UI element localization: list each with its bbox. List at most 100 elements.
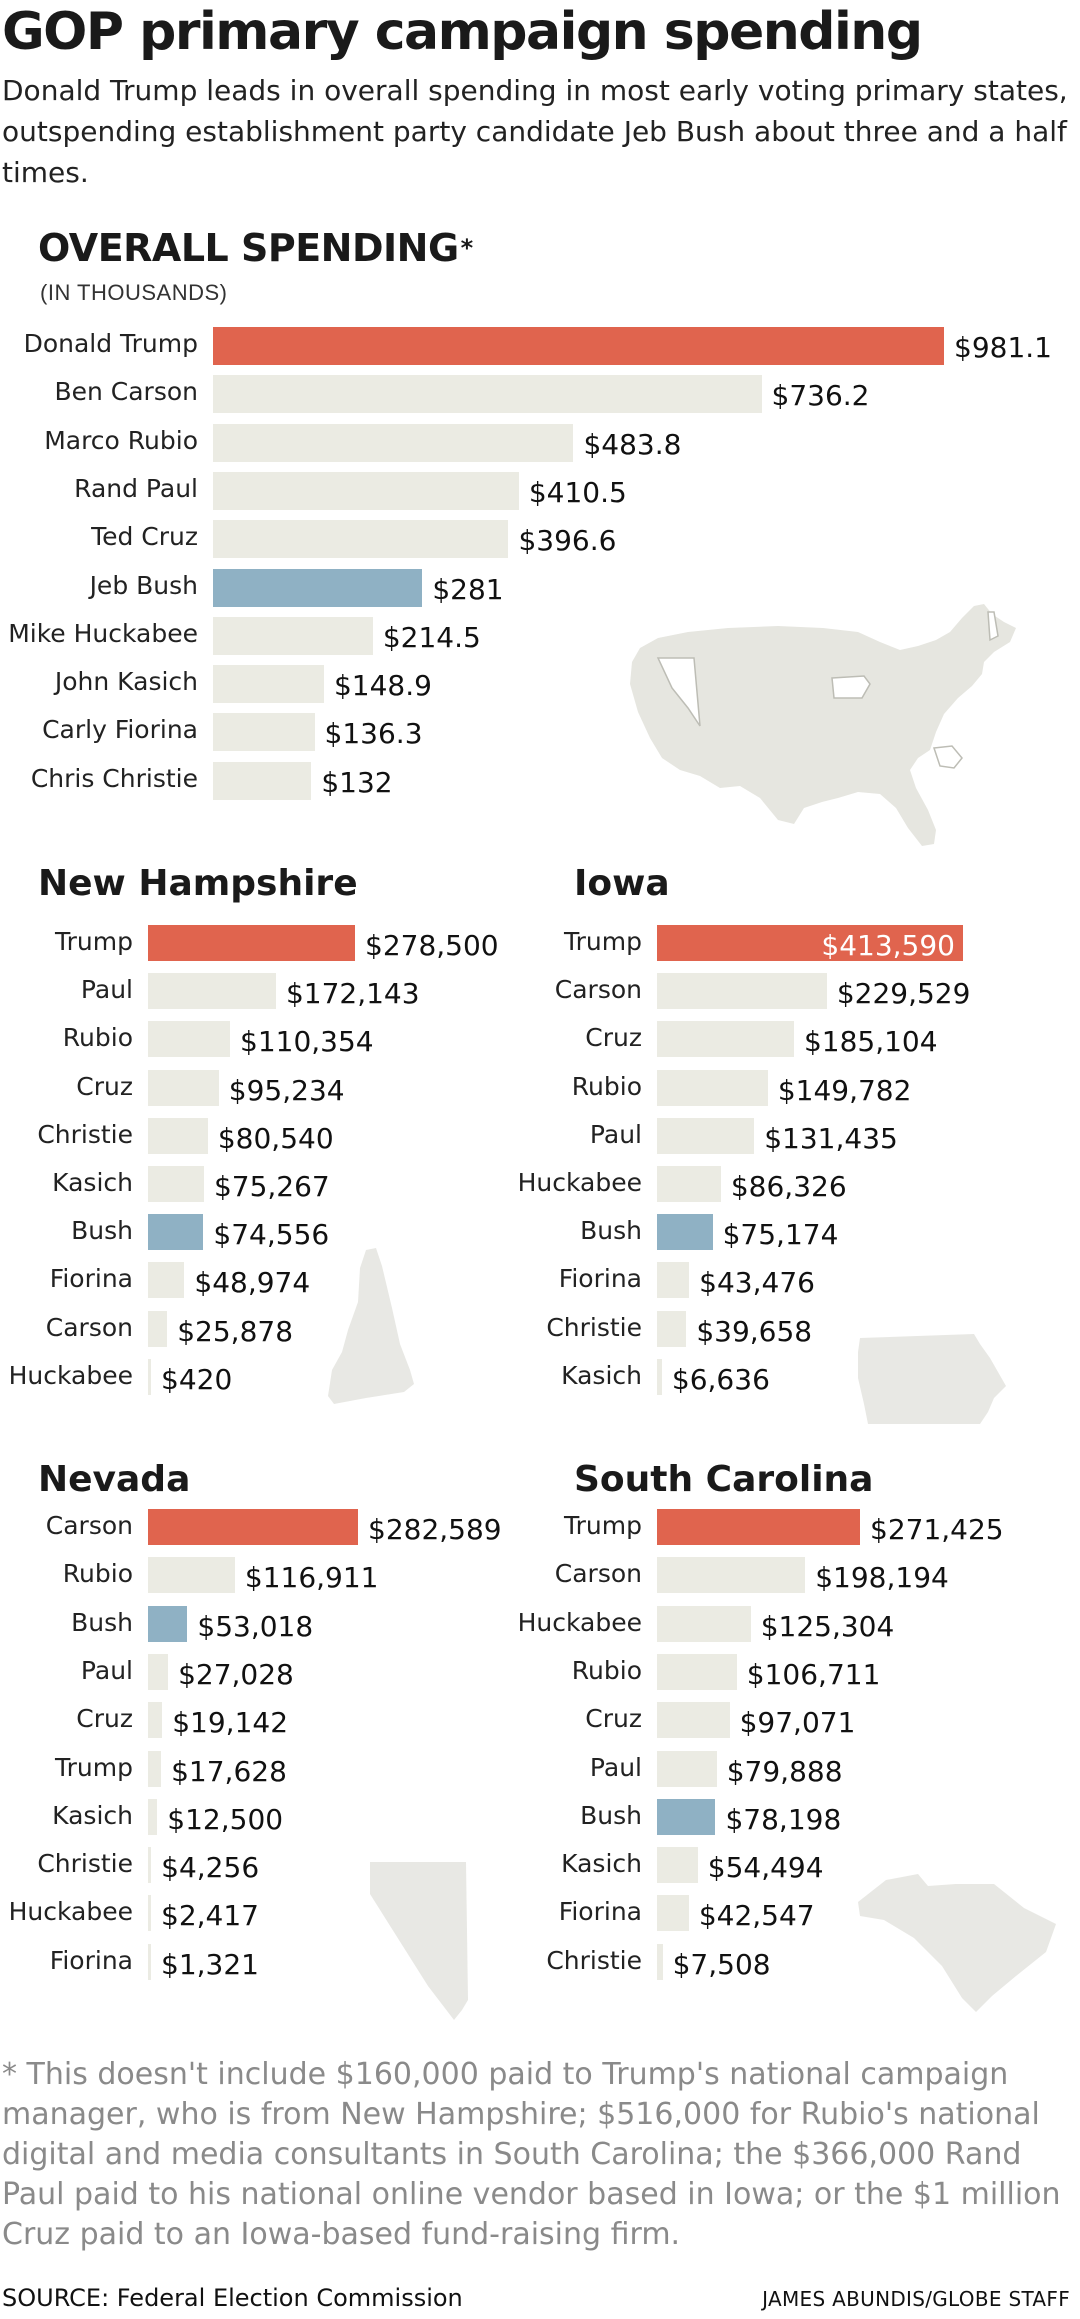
nh-label-bush: Bush <box>71 1216 133 1246</box>
overall-label-ben-carson: Ben Carson <box>54 377 198 407</box>
iowa-bar-rubio <box>657 1069 768 1106</box>
nh-bar-paul <box>148 973 276 1010</box>
nevada-bar-kasich <box>148 1798 158 1835</box>
sc-bar-rubio <box>657 1653 737 1690</box>
nh-bar-huckabee <box>148 1358 151 1395</box>
iowa-bar-christie <box>657 1310 687 1347</box>
nh-label-paul: Paul <box>80 975 133 1005</box>
overall-value-rand-paul: $410.5 <box>528 475 627 509</box>
nevada-value-carson: $282,589 <box>368 1513 502 1546</box>
iowa-bar-paul <box>657 1117 755 1154</box>
nh-label-fiorina: Fiorina <box>49 1264 133 1294</box>
sc-value-rubio: $106,711 <box>746 1657 881 1691</box>
nevada-bar-rubio <box>148 1557 235 1594</box>
overall-bar-ben-carson <box>213 375 762 414</box>
sc-bar-paul <box>657 1750 717 1787</box>
iowa-value-kasich: $6,636 <box>671 1362 770 1396</box>
overall-label-carly-fiorina: Carly Fiorina <box>42 715 198 745</box>
iowa-label-huckabee: Huckabee <box>517 1168 642 1197</box>
sc-label-cruz: Cruz <box>585 1704 642 1734</box>
iowa-bar-kasich <box>657 1358 662 1395</box>
staff-credit: JAMES ABUNDIS/GLOBE STAFF <box>762 2287 1070 2311</box>
iowa-bar-cruz <box>657 1021 794 1058</box>
sc-label-bush: Bush <box>580 1800 642 1830</box>
iowa-map-icon <box>858 1334 1006 1424</box>
nevada-value-fiorina: $1,321 <box>161 1947 259 1981</box>
nevada-value-bush: $53,018 <box>197 1609 314 1643</box>
sc-bar-fiorina <box>657 1895 689 1932</box>
overall-bar-carly-fiorina <box>213 713 315 752</box>
overall-value-chris-christie: $132 <box>321 765 393 799</box>
iowa-value-christie: $39,658 <box>696 1314 813 1348</box>
sc-value-christie: $7,508 <box>672 1947 771 1981</box>
sc-bar-cruz <box>657 1702 730 1739</box>
iowa-bar-carson <box>657 973 827 1010</box>
nh-bar-cruz <box>148 1069 219 1106</box>
sc-bar-trump <box>657 1509 860 1545</box>
south-carolina-map-icon <box>858 1874 1056 2012</box>
iowa-label-carson: Carson <box>554 975 642 1005</box>
nh-value-cruz: $95,234 <box>228 1073 345 1107</box>
iowa-value-paul: $131,435 <box>764 1121 898 1155</box>
nh-bar-rubio <box>148 1021 231 1058</box>
nh-bar-fiorina <box>148 1262 185 1299</box>
sc-value-carson: $198,194 <box>815 1561 949 1595</box>
nevada-value-paul: $27,028 <box>178 1657 294 1691</box>
overall-label-chris-christie: Chris Christie <box>30 763 198 793</box>
sc-value-huckabee: $125,304 <box>760 1609 895 1643</box>
sc-value-fiorina: $42,547 <box>698 1899 815 1933</box>
iowa-heading: Iowa <box>574 863 670 904</box>
sc-bar-huckabee <box>657 1605 751 1642</box>
sc-bar-christie <box>657 1943 663 1980</box>
nevada-label-kasich: Kasich <box>52 1800 133 1830</box>
iowa-label-bush: Bush <box>580 1216 642 1246</box>
overall-label-marco-rubio: Marco Rubio <box>44 425 198 455</box>
sc-label-trump: Trump <box>564 1511 642 1540</box>
nh-label-carson: Carson <box>45 1312 133 1342</box>
iowa-value-cruz: $185,104 <box>803 1025 938 1059</box>
overall-value-jeb-bush: $281 <box>432 572 504 606</box>
overall-bar-jeb-bush <box>213 568 423 607</box>
sc-value-bush: $78,198 <box>725 1802 842 1836</box>
overall-bar-donald-trump <box>213 327 944 365</box>
nh-bar-kasich <box>148 1166 204 1202</box>
nevada-label-trump: Trump <box>55 1752 133 1782</box>
iowa-value-huckabee: $86,326 <box>730 1170 847 1203</box>
sc-label-huckabee: Huckabee <box>517 1607 642 1637</box>
iowa-bar-huckabee <box>657 1166 721 1202</box>
nh-label-trump: Trump <box>55 927 133 956</box>
sc-value-paul: $79,888 <box>726 1754 843 1788</box>
nh-value-carson: $25,878 <box>177 1314 294 1348</box>
nh-label-huckabee: Huckabee <box>8 1360 133 1390</box>
iowa-value-trump: $413,590 <box>821 929 955 962</box>
overall-value-marco-rubio: $483.8 <box>583 427 682 461</box>
iowa-value-carson: $229,529 <box>836 977 971 1011</box>
iowa-value-rubio: $149,782 <box>777 1073 912 1107</box>
nevada-label-bush: Bush <box>71 1607 133 1637</box>
overall-spending-title: OVERALL SPENDING <box>38 226 459 270</box>
nh-bar-christie <box>148 1117 208 1154</box>
overall-value-mike-huckabee: $214.5 <box>382 620 481 654</box>
iowa-value-fiorina: $43,476 <box>699 1266 815 1300</box>
nevada-label-carson: Carson <box>45 1511 133 1540</box>
overall-label-ted-cruz: Ted Cruz <box>91 522 198 552</box>
nh-label-rubio: Rubio <box>62 1023 133 1053</box>
overall-bar-marco-rubio <box>213 423 574 462</box>
overall-value-ted-cruz: $396.6 <box>518 524 617 558</box>
nevada-bar-fiorina <box>148 1943 151 1980</box>
nevada-heading: Nevada <box>38 1459 191 1500</box>
nh-value-rubio: $110,354 <box>240 1025 374 1059</box>
footnote: * This doesn't include $160,000 paid to … <box>2 2057 1061 2252</box>
new-hampshire-heading: New Hampshire <box>38 863 358 904</box>
overall-spending-unit: (IN THOUSANDS) <box>40 280 228 305</box>
sc-value-trump: $271,425 <box>870 1513 1004 1546</box>
iowa-bar-trump <box>657 925 963 961</box>
overall-label-rand-paul: Rand Paul <box>74 473 198 503</box>
nevada-label-huckabee: Huckabee <box>8 1897 133 1927</box>
overall-value-donald-trump: $981.1 <box>954 331 1052 364</box>
nevada-value-christie: $4,256 <box>161 1851 260 1885</box>
source-credit: SOURCE: Federal Election Commission <box>2 2284 463 2312</box>
nh-label-kasich: Kasich <box>52 1168 133 1197</box>
nh-value-huckabee: $420 <box>161 1362 233 1396</box>
sc-label-carson: Carson <box>554 1559 642 1589</box>
